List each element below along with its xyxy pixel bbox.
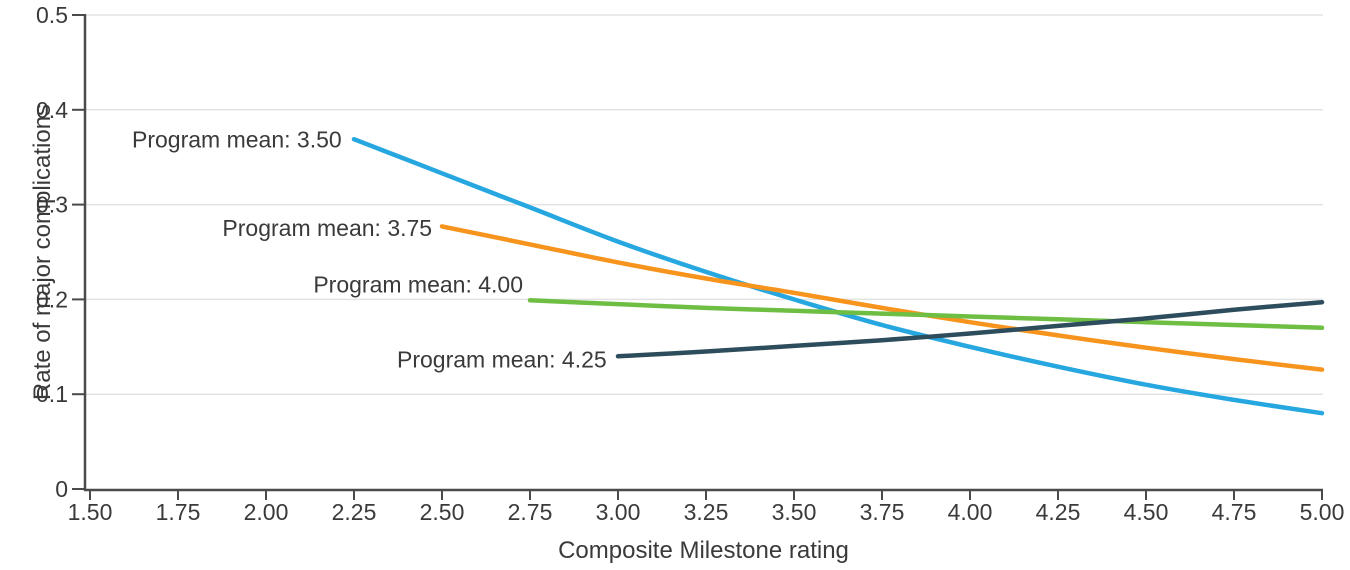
x-tick-label: 4.25 [1036, 499, 1081, 525]
x-tick-label: 3.75 [860, 499, 905, 525]
x-tick-label: 4.50 [1124, 499, 1169, 525]
y-tick-label: 0.3 [36, 192, 68, 218]
series-label-program-mean-3.75: Program mean: 3.75 [222, 215, 432, 241]
series-label-program-mean-4.00: Program mean: 4.00 [313, 272, 523, 298]
x-tick-label: 2.50 [420, 499, 465, 525]
series-line-program-mean-3.75 [439, 224, 1325, 372]
y-axis-title: Rate of major complications [29, 104, 56, 400]
x-tick-label: 2.75 [508, 499, 553, 525]
x-tick-label: 3.50 [772, 499, 817, 525]
y-tick-label: 0.2 [36, 286, 68, 312]
y-tick-label: 0.1 [36, 381, 68, 407]
x-tick-label: 2.25 [332, 499, 377, 525]
x-tick-label: 4.75 [1212, 499, 1257, 525]
x-tick-label: 2.00 [244, 499, 289, 525]
y-tick-label: 0.5 [36, 2, 68, 28]
x-tick-label: 4.00 [948, 499, 993, 525]
x-tick-label: 3.25 [684, 499, 729, 525]
x-tick-label: 5.00 [1300, 499, 1345, 525]
x-tick-label: 1.50 [68, 499, 113, 525]
y-tick-label: 0 [55, 476, 68, 502]
x-axis-title: Composite Milestone rating [558, 537, 849, 564]
series-label-program-mean-4.25: Program mean: 4.25 [397, 347, 607, 373]
series-label-program-mean-3.50: Program mean: 3.50 [132, 127, 342, 153]
y-tick-label: 0.4 [36, 97, 68, 123]
x-tick-label: 1.75 [156, 499, 201, 525]
x-tick-label: 3.00 [596, 499, 641, 525]
series-line-program-mean-4.00 [527, 298, 1325, 331]
series-line-program-mean-4.25 [615, 299, 1325, 359]
